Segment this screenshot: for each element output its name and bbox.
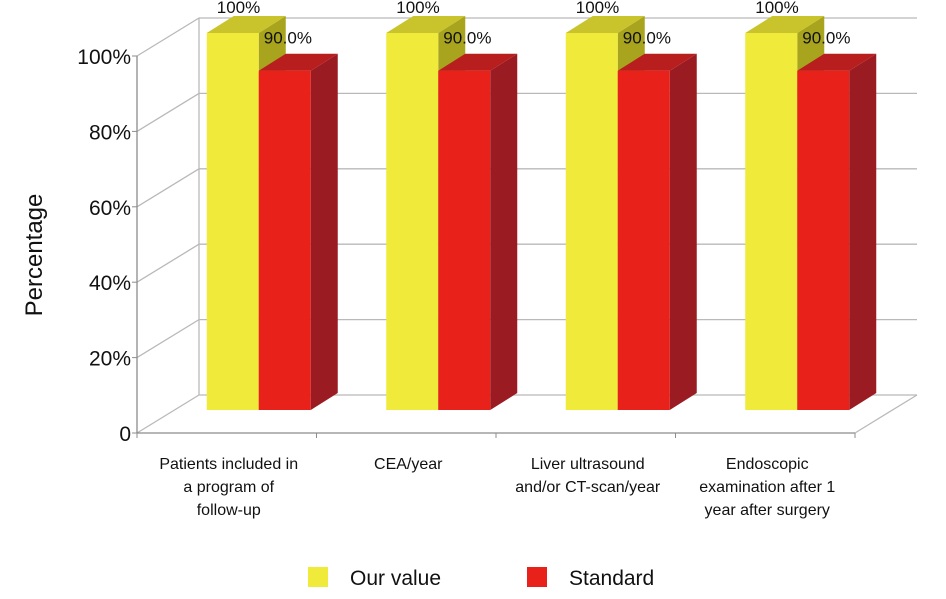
legend-swatch	[308, 567, 328, 587]
bar-front	[206, 33, 259, 410]
bar-top	[438, 53, 518, 71]
category-label: and/or CT-scan/year	[515, 479, 661, 496]
category-label: follow-up	[197, 502, 261, 519]
bar-front	[438, 70, 491, 410]
category-label: Liver ultrasound	[531, 456, 645, 473]
data-label: 90.0%	[264, 29, 312, 48]
bar-side	[310, 53, 338, 410]
bar-top	[565, 16, 645, 33]
bar-front	[386, 33, 439, 410]
bar-front	[617, 70, 670, 410]
legend-label: Our value	[350, 567, 441, 590]
category-label: Endoscopic	[726, 456, 809, 473]
y-tick-label: 40%	[89, 272, 131, 295]
bar-top	[797, 53, 877, 71]
category-label: year after surgery	[705, 502, 830, 519]
y-tick-labels: 0 20% 40% 60% 80% 100%	[77, 46, 131, 446]
bar-front	[745, 33, 798, 410]
legend-label: Standard	[569, 567, 654, 590]
data-label: 100%	[396, 0, 439, 17]
data-label: 100%	[755, 0, 798, 17]
y-tick-label: 60%	[89, 197, 131, 220]
data-label: 100%	[576, 0, 619, 17]
bar-top	[745, 16, 825, 33]
category-label: a program of	[183, 479, 274, 496]
bar-standard	[617, 53, 697, 410]
bar-side	[669, 53, 697, 410]
data-labels: 100%90.0%100%90.0%100%90.0%100%90.0%	[217, 0, 851, 48]
bar-standard	[258, 53, 338, 410]
y-tick-label: 80%	[89, 121, 131, 144]
data-label: 90.0%	[443, 29, 491, 48]
legend-swatch	[527, 567, 547, 587]
category-label: examination after 1	[699, 479, 835, 496]
chart-walls	[199, 18, 917, 395]
bar-front	[797, 70, 850, 410]
category-labels: Patients included in a program of follow-u…	[159, 456, 835, 519]
data-label: 90.0%	[623, 29, 671, 48]
back-wall	[199, 18, 917, 395]
bar-front	[258, 70, 311, 410]
legend: Our value Standard	[308, 567, 654, 590]
bar-top	[206, 16, 286, 33]
bar-side	[490, 53, 518, 410]
bar-front	[565, 33, 618, 410]
bar-side	[849, 53, 877, 410]
bar-top	[258, 53, 338, 71]
category-label: CEA/year	[374, 456, 443, 473]
y-tick-label: 0	[119, 423, 131, 446]
y-tick-label: 100%	[77, 46, 131, 69]
category-label: Patients included in	[159, 456, 298, 473]
data-label: 90.0%	[802, 29, 850, 48]
bar-top	[617, 53, 697, 71]
y-tick-label: 20%	[89, 348, 131, 371]
axes	[132, 18, 918, 438]
bars	[206, 16, 877, 410]
bar-top	[386, 16, 466, 33]
bar-standard	[438, 53, 518, 410]
y-axis-label: Percentage	[21, 194, 48, 317]
floor-edge	[854, 394, 918, 434]
data-label: 100%	[217, 0, 260, 17]
bar-standard	[797, 53, 877, 410]
